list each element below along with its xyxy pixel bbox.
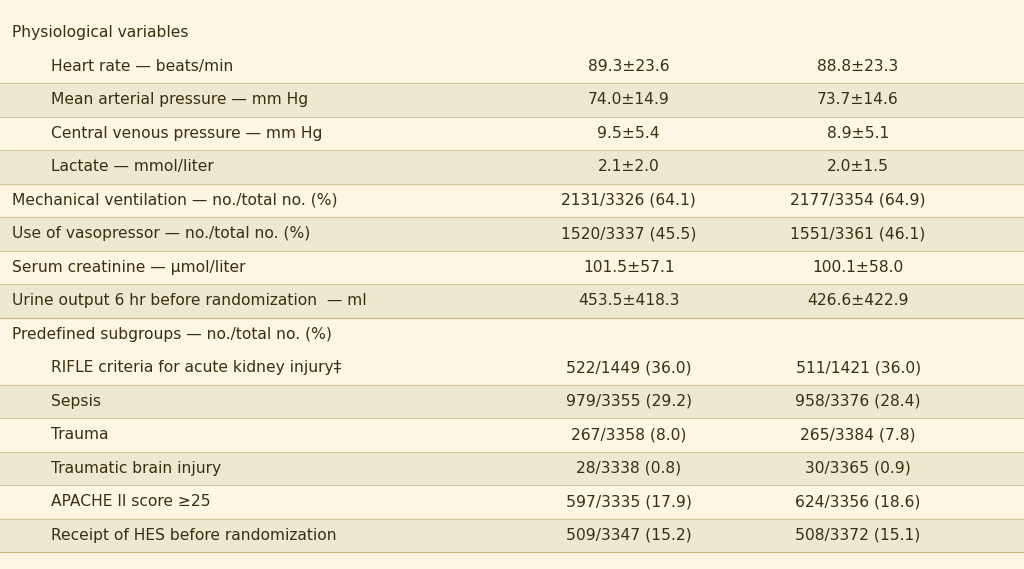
Text: Physiological variables: Physiological variables (12, 25, 188, 40)
Bar (0, 385, 1024, 418)
Bar (0, 150, 1024, 183)
Text: 74.0±14.9: 74.0±14.9 (588, 92, 670, 107)
Text: Use of vasopressor — no./total no. (%): Use of vasopressor — no./total no. (%) (12, 226, 310, 241)
Text: 1520/3337 (45.5): 1520/3337 (45.5) (561, 226, 696, 241)
Text: RIFLE criteria for acute kidney injury‡: RIFLE criteria for acute kidney injury‡ (51, 360, 341, 375)
Text: 979/3355 (29.2): 979/3355 (29.2) (565, 394, 692, 409)
Bar (0, 83, 1024, 117)
Text: 522/1449 (36.0): 522/1449 (36.0) (566, 360, 691, 375)
Text: APACHE II score ≥25: APACHE II score ≥25 (51, 494, 211, 509)
Bar (0, 217, 1024, 250)
Text: 100.1±58.0: 100.1±58.0 (812, 260, 904, 275)
Text: 28/3338 (0.8): 28/3338 (0.8) (577, 461, 681, 476)
Text: Heart rate — beats/min: Heart rate — beats/min (51, 59, 233, 74)
Text: 2.0±1.5: 2.0±1.5 (827, 159, 889, 174)
Text: 89.3±23.6: 89.3±23.6 (588, 59, 670, 74)
Text: 1551/3361 (46.1): 1551/3361 (46.1) (791, 226, 926, 241)
Text: Lactate — mmol/liter: Lactate — mmol/liter (51, 159, 214, 174)
Bar (0, 518, 1024, 552)
Text: 9.5±5.4: 9.5±5.4 (597, 126, 660, 141)
Text: Sepsis: Sepsis (51, 394, 101, 409)
Text: 267/3358 (8.0): 267/3358 (8.0) (571, 427, 686, 442)
Text: 508/3372 (15.1): 508/3372 (15.1) (796, 528, 921, 543)
Text: 88.8±23.3: 88.8±23.3 (817, 59, 899, 74)
Text: 453.5±418.3: 453.5±418.3 (578, 293, 680, 308)
Text: Urine output 6 hr before randomization  — ml: Urine output 6 hr before randomization —… (12, 293, 367, 308)
Text: Receipt of HES before randomization: Receipt of HES before randomization (51, 528, 337, 543)
Text: 958/3376 (28.4): 958/3376 (28.4) (796, 394, 921, 409)
Text: 511/1421 (36.0): 511/1421 (36.0) (796, 360, 921, 375)
Text: 624/3356 (18.6): 624/3356 (18.6) (796, 494, 921, 509)
Text: Central venous pressure — mm Hg: Central venous pressure — mm Hg (51, 126, 323, 141)
Text: Trauma: Trauma (51, 427, 109, 442)
Text: Mechanical ventilation — no./total no. (%): Mechanical ventilation — no./total no. (… (12, 193, 338, 208)
Text: Predefined subgroups — no./total no. (%): Predefined subgroups — no./total no. (%) (12, 327, 332, 342)
Text: 509/3347 (15.2): 509/3347 (15.2) (566, 528, 691, 543)
Bar (0, 284, 1024, 318)
Text: Traumatic brain injury: Traumatic brain injury (51, 461, 221, 476)
Text: Mean arterial pressure — mm Hg: Mean arterial pressure — mm Hg (51, 92, 308, 107)
Text: 8.9±5.1: 8.9±5.1 (827, 126, 889, 141)
Text: 101.5±57.1: 101.5±57.1 (583, 260, 675, 275)
Text: 2.1±2.0: 2.1±2.0 (598, 159, 659, 174)
Text: 2131/3326 (64.1): 2131/3326 (64.1) (561, 193, 696, 208)
Text: 597/3335 (17.9): 597/3335 (17.9) (566, 494, 691, 509)
Text: 265/3384 (7.8): 265/3384 (7.8) (801, 427, 915, 442)
Text: 30/3365 (0.9): 30/3365 (0.9) (805, 461, 911, 476)
Text: 2177/3354 (64.9): 2177/3354 (64.9) (791, 193, 926, 208)
Bar (0, 451, 1024, 485)
Text: 73.7±14.6: 73.7±14.6 (817, 92, 899, 107)
Text: Serum creatinine — μmol/liter: Serum creatinine — μmol/liter (12, 260, 246, 275)
Text: 426.6±422.9: 426.6±422.9 (807, 293, 909, 308)
